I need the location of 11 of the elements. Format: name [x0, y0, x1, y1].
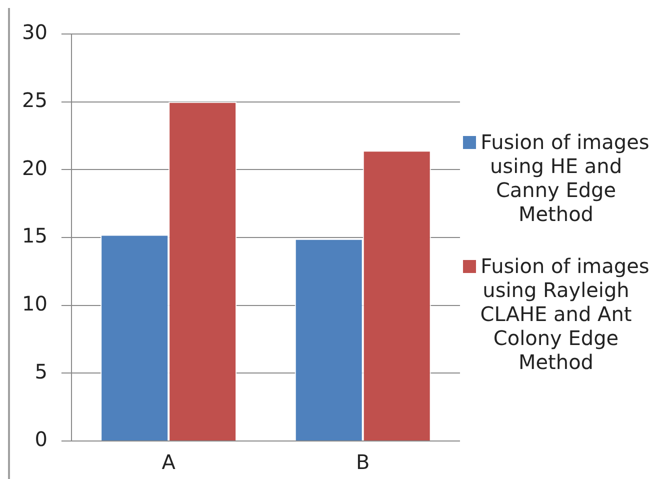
legend-label: Fusion of images using HE and Canny Edge Method: [480, 130, 650, 226]
y-tick-label: 25: [22, 88, 48, 112]
y-tick-label: 0: [34, 427, 48, 452]
y-tick-label: 5: [34, 359, 48, 384]
x-tick-label: B: [356, 450, 370, 474]
y-tick-label: 20: [22, 156, 48, 180]
y-tick-label: 15: [22, 224, 48, 248]
y-tick-label: 10: [22, 292, 48, 316]
x-tick-label: A: [162, 450, 176, 474]
y-tick-label: 30: [22, 20, 48, 44]
legend-label: Fusion of images using Rayleigh CLAHE and Ant Colony Edge Method: [480, 254, 650, 374]
